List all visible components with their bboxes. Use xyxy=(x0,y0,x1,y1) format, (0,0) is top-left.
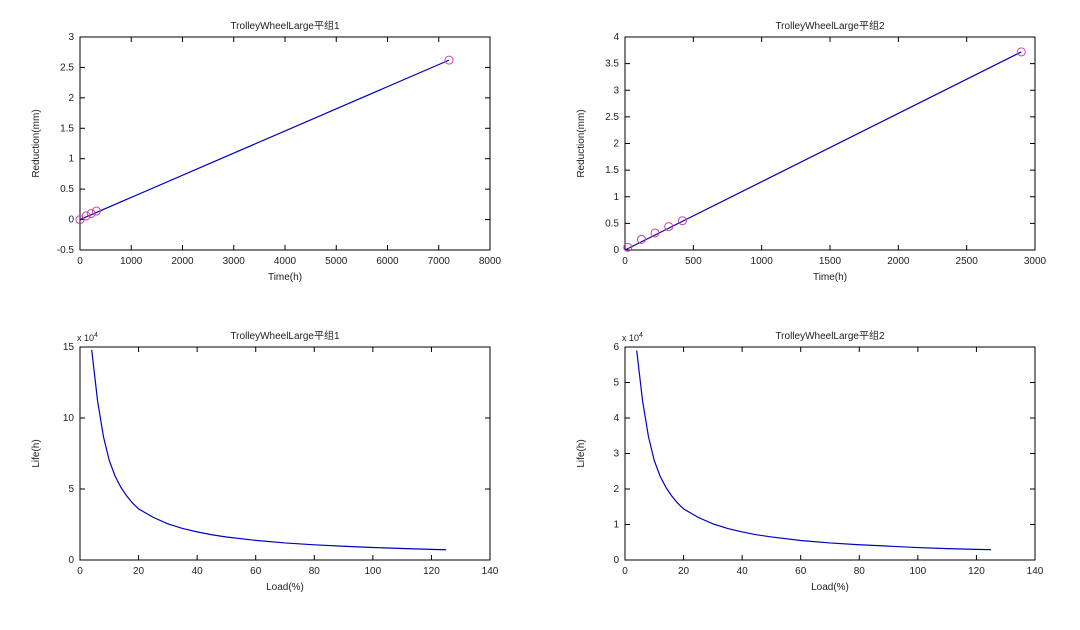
x-axis-label: Load(%) xyxy=(266,582,304,593)
x-tick-label: 100 xyxy=(365,566,382,577)
x-tick-label: 20 xyxy=(678,566,690,577)
chart-panel-3: 0 20 40 60 80 100 120 140 0 1 2 3 4 5 6x 104 TrolleyWhe… xyxy=(570,325,1055,605)
y-tick-label: 3 xyxy=(613,85,619,96)
y-tick-label: 15 xyxy=(63,342,75,353)
y-tick-label: 3.5 xyxy=(605,59,619,70)
plot-area xyxy=(625,37,1035,250)
x-tick-label: 7000 xyxy=(428,256,451,267)
y-tick-label: 10 xyxy=(63,413,75,424)
y-tick-label: 2 xyxy=(68,93,74,104)
x-tick-label: 1000 xyxy=(120,256,143,267)
y-tick-label: 1.5 xyxy=(60,123,74,134)
chart-title: TrolleyWheelLarge平组1 xyxy=(230,19,340,32)
y-tick-label: 3 xyxy=(613,449,619,460)
y-tick-label: 3 xyxy=(68,32,74,43)
svg-text:x 104: x 104 xyxy=(77,332,98,343)
x-tick-label: 3000 xyxy=(223,256,246,267)
chart-panel-2: 0 20 40 60 80 100 120 140 0 5 10 15x 104 TrolleyWhee… xyxy=(25,325,510,605)
plot-area xyxy=(80,347,490,560)
x-tick-label: 3000 xyxy=(1024,256,1047,267)
x-tick-label: 500 xyxy=(685,256,702,267)
x-tick-label: 6000 xyxy=(376,256,399,267)
y-axis-label: Reduction(mm) xyxy=(31,109,42,177)
y-tick-label: 5 xyxy=(613,378,619,389)
y-tick-label: 0 xyxy=(68,555,74,566)
x-tick-label: 20 xyxy=(133,566,145,577)
x-tick-label: 0 xyxy=(622,566,628,577)
chart-panel-0: 010002000300040005000600070008000-0.500.… xyxy=(25,15,510,295)
y-tick-label: 0 xyxy=(613,555,619,566)
x-tick-label: 100 xyxy=(910,566,927,577)
y-axis-label: Life(h) xyxy=(576,439,587,467)
chart-grid: 010002000300040005000600070008000-0.500.… xyxy=(0,0,1080,630)
x-tick-label: 8000 xyxy=(479,256,502,267)
x-tick-label: 140 xyxy=(1027,566,1044,577)
x-axis-label: Load(%) xyxy=(811,582,849,593)
y-tick-label: 4 xyxy=(613,413,619,424)
y-axis-label: Reduction(mm) xyxy=(576,109,587,177)
y-tick-label: 2 xyxy=(613,484,619,495)
x-tick-label: 40 xyxy=(192,566,204,577)
x-tick-label: 80 xyxy=(309,566,321,577)
y-tick-label: 1 xyxy=(68,154,74,165)
x-tick-label: 2000 xyxy=(171,256,194,267)
x-tick-label: 1500 xyxy=(819,256,842,267)
x-tick-label: 60 xyxy=(250,566,262,577)
y-tick-label: 5 xyxy=(68,484,74,495)
y-tick-label: 0 xyxy=(68,215,74,226)
x-tick-label: 1000 xyxy=(751,256,774,267)
x-tick-label: 2500 xyxy=(956,256,979,267)
chart-panel-1: 0 500 1000 1500 2000 2500 3000 0 0.5 1 1.5 2 2.5 3 3.5… xyxy=(570,15,1055,295)
x-tick-label: 120 xyxy=(968,566,985,577)
y-tick-label: 1 xyxy=(613,520,619,531)
x-axis-label: Time(h) xyxy=(813,272,847,283)
x-tick-label: 40 xyxy=(737,566,749,577)
y-tick-label: 0.5 xyxy=(60,184,74,195)
chart-title: TrolleyWheelLarge平组2 xyxy=(775,19,885,32)
y-tick-label: 4 xyxy=(613,32,619,43)
y-tick-label: 2.5 xyxy=(60,62,74,73)
y-tick-label: 0.5 xyxy=(605,218,619,229)
plot-area xyxy=(625,347,1035,560)
y-tick-label: 1.5 xyxy=(605,165,619,176)
x-tick-label: 120 xyxy=(423,566,440,577)
x-axis-label: Time(h) xyxy=(268,272,302,283)
x-tick-label: 4000 xyxy=(274,256,297,267)
x-tick-label: 0 xyxy=(622,256,628,267)
x-tick-label: 140 xyxy=(482,566,499,577)
x-tick-label: 0 xyxy=(77,566,83,577)
y-tick-label: 2.5 xyxy=(605,112,619,123)
y-tick-label: -0.5 xyxy=(57,245,75,256)
x-tick-label: 80 xyxy=(854,566,866,577)
y-tick-label: 0 xyxy=(613,245,619,256)
x-tick-label: 0 xyxy=(77,256,83,267)
y-tick-label: 2 xyxy=(613,139,619,150)
chart-title: TrolleyWheelLarge平组1 xyxy=(230,329,340,342)
x-tick-label: 5000 xyxy=(325,256,348,267)
x-tick-label: 2000 xyxy=(887,256,910,267)
x-tick-label: 60 xyxy=(795,566,807,577)
y-tick-label: 1 xyxy=(613,192,619,203)
y-tick-label: 6 xyxy=(613,342,619,353)
chart-title: TrolleyWheelLarge平组2 xyxy=(775,329,885,342)
svg-text:x 104: x 104 xyxy=(622,332,643,343)
y-axis-label: Life(h) xyxy=(31,439,42,467)
